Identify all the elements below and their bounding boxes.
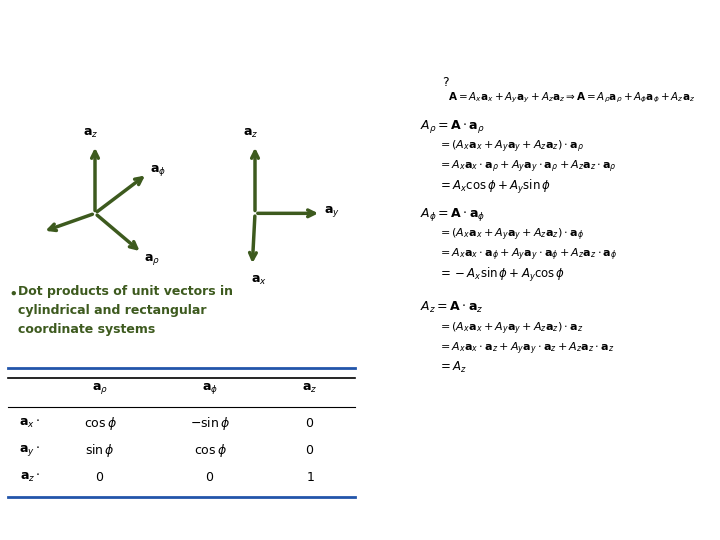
Text: $= A_x\cos\phi + A_y\sin\phi$: $= A_x\cos\phi + A_y\sin\phi$ bbox=[438, 178, 551, 196]
Text: $\mathbf{a}_y\cdot$: $\mathbf{a}_y\cdot$ bbox=[19, 443, 40, 458]
Text: $\mathbf{a}_\phi$: $\mathbf{a}_\phi$ bbox=[150, 163, 166, 178]
Text: $= A_x\mathbf{a}_x\cdot\mathbf{a}_z + A_y\mathbf{a}_y\cdot\mathbf{a}_z + A_z\mat: $= A_x\mathbf{a}_x\cdot\mathbf{a}_z + A_… bbox=[438, 341, 614, 357]
Text: $0$: $0$ bbox=[305, 417, 315, 430]
Text: Erwin Sitompul: Erwin Sitompul bbox=[320, 520, 400, 530]
Text: $\mathbf{a}_z$: $\mathbf{a}_z$ bbox=[302, 382, 318, 395]
Text: $\mathbf{a}_x$: $\mathbf{a}_x$ bbox=[251, 274, 267, 287]
Text: $= A_z$: $= A_z$ bbox=[438, 360, 467, 375]
Text: $= -A_x\sin\phi + A_y\cos\phi$: $= -A_x\sin\phi + A_y\cos\phi$ bbox=[438, 266, 565, 284]
Text: $\mathbf{a}_x\cdot$: $\mathbf{a}_x\cdot$ bbox=[19, 417, 40, 430]
Text: $= A_x\mathbf{a}_x\cdot\mathbf{a}_\phi + A_y\mathbf{a}_y\cdot\mathbf{a}_\phi + A: $= A_x\mathbf{a}_x\cdot\mathbf{a}_\phi +… bbox=[438, 247, 617, 263]
Text: $= A_x\mathbf{a}_x\cdot\mathbf{a}_\rho + A_y\mathbf{a}_y\cdot\mathbf{a}_\rho + A: $= A_x\mathbf{a}_x\cdot\mathbf{a}_\rho +… bbox=[438, 159, 617, 175]
Text: $\cos\phi$: $\cos\phi$ bbox=[194, 442, 227, 459]
Text: $= (A_x\mathbf{a}_x + A_y\mathbf{a}_y + A_z\mathbf{a}_z)\cdot\mathbf{a}_\phi$: $= (A_x\mathbf{a}_x + A_y\mathbf{a}_y + … bbox=[438, 227, 584, 243]
Text: $= (A_x\mathbf{a}_x + A_y\mathbf{a}_y + A_z\mathbf{a}_z)\cdot\mathbf{a}_\rho$: $= (A_x\mathbf{a}_x + A_y\mathbf{a}_y + … bbox=[438, 139, 584, 155]
Text: Chapter 1   Vector Analysis: Chapter 1 Vector Analysis bbox=[289, 4, 431, 14]
Text: EEM 1/25: EEM 1/25 bbox=[575, 520, 624, 530]
Text: ?: ? bbox=[441, 77, 449, 90]
Text: $0$: $0$ bbox=[205, 471, 215, 484]
Text: $\sin\phi$: $\sin\phi$ bbox=[85, 442, 115, 459]
Text: $\bullet$: $\bullet$ bbox=[8, 285, 17, 300]
Text: $A_\phi = \mathbf{A}\cdot\mathbf{a}_\phi$: $A_\phi = \mathbf{A}\cdot\mathbf{a}_\phi… bbox=[420, 206, 485, 222]
Text: The Cylindrical Coordinate System: The Cylindrical Coordinate System bbox=[130, 30, 590, 53]
Text: $0$: $0$ bbox=[305, 444, 315, 457]
Text: $\mathbf{a}_y$: $\mathbf{a}_y$ bbox=[324, 204, 340, 219]
Text: President University: President University bbox=[68, 520, 173, 530]
Text: $-\sin\phi$: $-\sin\phi$ bbox=[190, 415, 230, 433]
Text: $\mathbf{a}_\phi$: $\mathbf{a}_\phi$ bbox=[202, 381, 218, 396]
Text: $A_z = \mathbf{A}\cdot\mathbf{a}_z$: $A_z = \mathbf{A}\cdot\mathbf{a}_z$ bbox=[420, 300, 483, 315]
Text: $= (A_x\mathbf{a}_x + A_y\mathbf{a}_y + A_z\mathbf{a}_z)\cdot\mathbf{a}_z$: $= (A_x\mathbf{a}_x + A_y\mathbf{a}_y + … bbox=[438, 321, 583, 337]
Text: Dot products of unit vectors in
cylindrical and rectangular
coordinate systems: Dot products of unit vectors in cylindri… bbox=[18, 285, 233, 336]
Text: $0$: $0$ bbox=[96, 471, 104, 484]
Text: $\mathbf{a}_z\cdot$: $\mathbf{a}_z\cdot$ bbox=[19, 471, 40, 484]
Text: $A_\rho = \mathbf{A}\cdot\mathbf{a}_\rho$: $A_\rho = \mathbf{A}\cdot\mathbf{a}_\rho… bbox=[420, 118, 485, 134]
Text: $\mathbf{a}_z$: $\mathbf{a}_z$ bbox=[84, 126, 99, 140]
Text: $\mathbf{a}_z$: $\mathbf{a}_z$ bbox=[243, 126, 258, 140]
Text: $\cos\phi$: $\cos\phi$ bbox=[84, 415, 117, 433]
Text: $\mathbf{a}_\rho$: $\mathbf{a}_\rho$ bbox=[145, 252, 161, 267]
Text: $\mathbf{a}_\rho$: $\mathbf{a}_\rho$ bbox=[92, 381, 108, 396]
Text: $1$: $1$ bbox=[305, 471, 315, 484]
Text: $\mathbf{A} = A_x\mathbf{a}_x + A_y\mathbf{a}_y + A_z\mathbf{a}_z\Rightarrow \ma: $\mathbf{A} = A_x\mathbf{a}_x + A_y\math… bbox=[448, 91, 695, 105]
